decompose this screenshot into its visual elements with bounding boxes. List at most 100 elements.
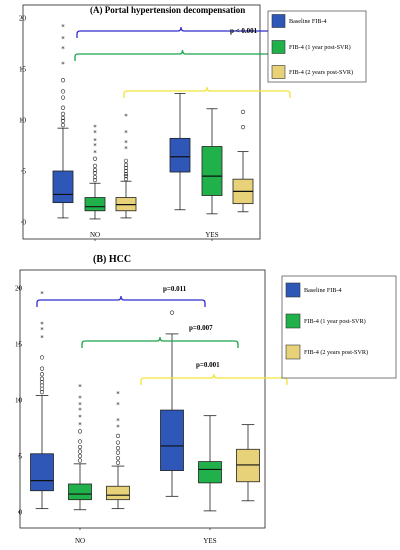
- legend-label: FIB-4 (1 year post-SVR): [289, 44, 351, 51]
- outlier-point: [39, 366, 45, 371]
- extreme-point: *: [116, 401, 120, 409]
- iqr-box: [84, 197, 106, 212]
- y-tick-label: 20: [15, 285, 23, 293]
- x-category-label: YES: [205, 231, 218, 239]
- iqr-box: [160, 409, 184, 471]
- box-fib-4-1-year-post-svr--no: *****: [84, 124, 106, 220]
- outlier-point: [60, 111, 66, 116]
- extreme-point: *: [61, 23, 65, 31]
- outlier-point: [169, 310, 175, 315]
- extreme-point: *: [78, 413, 82, 421]
- iqr-box: [169, 137, 191, 173]
- outlier-point: [115, 446, 121, 451]
- legend: Baseline FIB-4 FIB-4 (1 year post-SVR) FIB…: [267, 10, 367, 83]
- outlier-point: [77, 429, 83, 434]
- box-fib-4-2-years-post-svr--yes: [236, 424, 260, 502]
- outlier-point: [60, 89, 66, 94]
- extreme-point: *: [124, 129, 128, 137]
- outlier-point: [60, 115, 66, 121]
- y-tick-label: 5: [19, 453, 23, 461]
- x-category-label: YES: [203, 537, 216, 545]
- y-tick-label: 0: [23, 219, 27, 227]
- extreme-point: *: [40, 320, 44, 328]
- y-tick-label: 10: [19, 117, 27, 125]
- legend-swatch: [271, 40, 286, 54]
- outlier-point: [77, 444, 83, 450]
- box-baseline-fib-4-no: * * * *: [52, 23, 74, 219]
- extreme-point: *: [116, 423, 120, 431]
- outlier-point: [39, 376, 45, 381]
- legend-label: FIB-4 (1 year post-SVR): [304, 318, 366, 325]
- extreme-point: *: [93, 137, 97, 145]
- legend-swatch: [285, 313, 301, 329]
- y-tick-label: 15: [15, 341, 23, 349]
- box-baseline-fib-4-yes: [169, 93, 191, 211]
- outlier-point: [123, 162, 129, 167]
- box-fib-4-1-year-post-svr--yes: [198, 415, 222, 512]
- legend-label: FIB-4 (2 years post-SVR): [304, 349, 368, 356]
- legend-swatch: [285, 282, 301, 298]
- outlier-point: [123, 168, 129, 174]
- outlier-point: [77, 453, 83, 459]
- p-value-label: p=0.001: [196, 361, 220, 369]
- extreme-point: *: [40, 290, 44, 298]
- box-fib-4-2-years-post-svr--yes: [232, 109, 254, 213]
- extreme-point: *: [78, 383, 82, 391]
- box-fib-4-1-year-post-svr--no: ******: [68, 383, 92, 511]
- extreme-point: *: [78, 394, 82, 402]
- iqr-box: [198, 461, 222, 484]
- plot-frame: [22, 4, 261, 240]
- outlier-point: [60, 105, 66, 110]
- panel-a: (A) Portal hypertension decompensation 0 5…: [19, 4, 367, 241]
- extreme-point: *: [61, 45, 65, 53]
- legend-swatch: [271, 14, 286, 28]
- iqr-box: [201, 146, 223, 196]
- outlier-point: [60, 95, 66, 100]
- chart-title: (A) Portal hypertension decompensation: [90, 5, 245, 15]
- extreme-point: *: [93, 142, 97, 150]
- extreme-point: *: [124, 113, 128, 121]
- outlier-point: [115, 460, 121, 465]
- legend-swatch: [285, 344, 301, 360]
- p-value-label: p < 0.001: [230, 27, 258, 35]
- significance-bracket: [123, 86, 291, 98]
- extreme-point: *: [93, 124, 97, 132]
- y-tick-label: 20: [19, 15, 27, 23]
- extreme-point: *: [61, 35, 65, 43]
- legend-label: FIB-4 (2 years post-SVR): [289, 69, 353, 76]
- iqr-box: [106, 485, 130, 501]
- legend-swatch: [271, 65, 286, 79]
- extreme-point: *: [93, 149, 97, 157]
- x-category-label: NO: [75, 537, 85, 545]
- outlier-point: [123, 158, 129, 163]
- extreme-point: *: [124, 145, 128, 153]
- iqr-box: [30, 453, 54, 492]
- box-baseline-fib-4-yes: [160, 310, 184, 497]
- y-tick-label: 10: [15, 397, 23, 405]
- extreme-point: *: [40, 334, 44, 342]
- extreme-point: *: [78, 401, 82, 409]
- extreme-point: *: [124, 139, 128, 147]
- iqr-box: [52, 170, 74, 204]
- legend-label: Baseline FIB-4: [304, 287, 342, 294]
- box-baseline-fib-4-no: ****: [30, 290, 54, 510]
- p-value-label: p=0.011: [163, 285, 187, 293]
- outlier-point: [123, 171, 129, 177]
- significance-bracket: [81, 336, 239, 348]
- extreme-point: *: [61, 61, 65, 69]
- extreme-point: *: [40, 326, 44, 334]
- chart-title: (B) HCC: [93, 254, 131, 265]
- legend-frame: [281, 275, 397, 379]
- outlier-point: [115, 456, 121, 461]
- outlier-point: [60, 118, 66, 124]
- outlier-point: [92, 175, 98, 180]
- outlier-point: [77, 458, 83, 463]
- outlier-point: [60, 78, 66, 83]
- y-tick-label: 0: [19, 509, 23, 517]
- outlier-point: [39, 372, 45, 377]
- plot-frame: [19, 269, 266, 529]
- x-category-label: NO: [90, 231, 100, 239]
- box-fib-4-2-years-post-svr--no: ****: [106, 390, 130, 510]
- outlier-point: [123, 174, 129, 179]
